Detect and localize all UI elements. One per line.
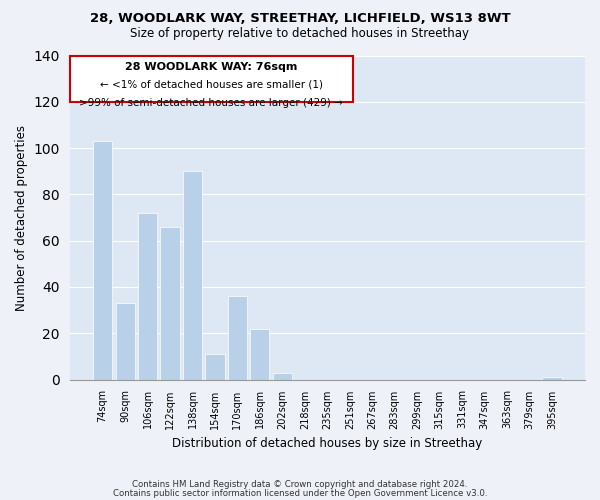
Text: 28 WOODLARK WAY: 76sqm: 28 WOODLARK WAY: 76sqm (125, 62, 298, 72)
Bar (183, 171, 202, 380)
Bar (93, 141, 112, 380)
X-axis label: Distribution of detached houses by size in Streethay: Distribution of detached houses by size … (172, 437, 482, 450)
Bar (116, 303, 134, 380)
Bar (138, 213, 157, 380)
Text: 28, WOODLARK WAY, STREETHAY, LICHFIELD, WS13 8WT: 28, WOODLARK WAY, STREETHAY, LICHFIELD, … (89, 12, 511, 26)
Text: Contains HM Land Registry data © Crown copyright and database right 2024.: Contains HM Land Registry data © Crown c… (132, 480, 468, 489)
Bar (160, 227, 179, 380)
Text: Size of property relative to detached houses in Streethay: Size of property relative to detached ho… (131, 28, 470, 40)
Bar (205, 354, 224, 380)
Bar (542, 378, 562, 380)
Bar (250, 328, 269, 380)
Text: ← <1% of detached houses are smaller (1): ← <1% of detached houses are smaller (1) (100, 80, 323, 90)
Bar (273, 372, 292, 380)
Y-axis label: Number of detached properties: Number of detached properties (15, 124, 28, 310)
Text: >99% of semi-detached houses are larger (429) →: >99% of semi-detached houses are larger … (79, 98, 343, 108)
Text: Contains public sector information licensed under the Open Government Licence v3: Contains public sector information licen… (113, 489, 487, 498)
FancyBboxPatch shape (70, 56, 353, 102)
Bar (228, 296, 247, 380)
